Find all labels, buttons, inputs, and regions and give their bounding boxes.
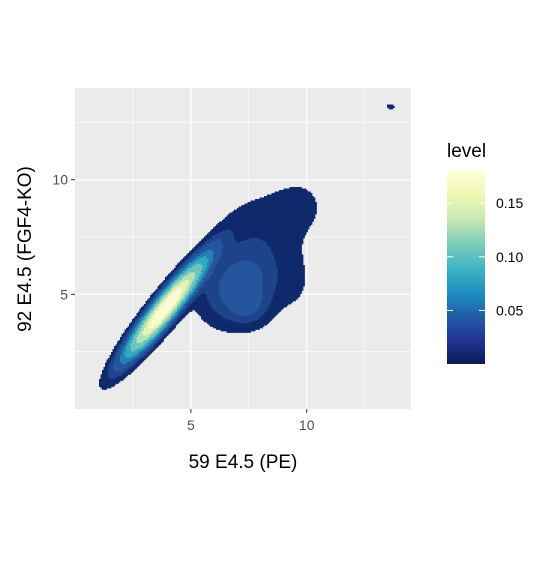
density-cell	[392, 108, 394, 110]
